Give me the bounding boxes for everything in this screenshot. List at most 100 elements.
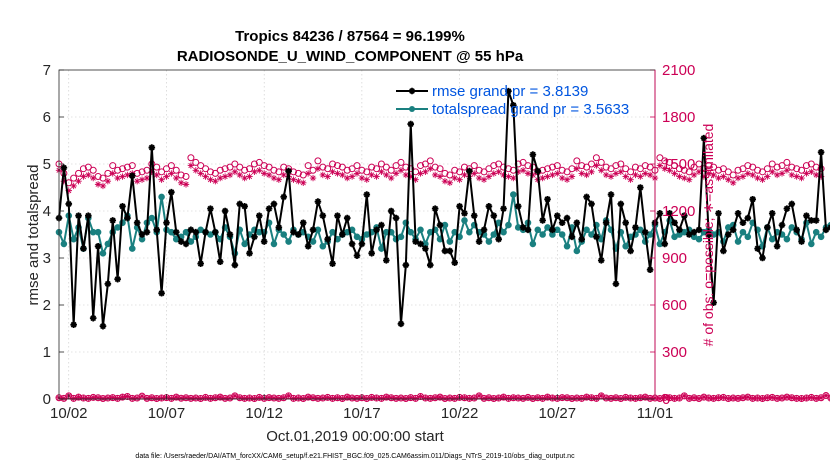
obs-possible-marker <box>343 166 351 174</box>
obs-assimilated-marker <box>783 167 791 174</box>
rmse-point <box>319 212 327 219</box>
obs-possible-marker <box>226 163 234 171</box>
spread-point <box>70 235 77 243</box>
obs-possible-marker <box>583 163 591 171</box>
obs-assimilated-marker <box>720 173 727 180</box>
obs-assimilated-low-marker <box>578 395 585 402</box>
obs-assimilated-low-marker <box>226 394 234 402</box>
obs-assimilated-marker <box>202 173 209 180</box>
rmse-point <box>539 217 546 224</box>
obs-assimilated-low-marker <box>168 395 175 402</box>
obs-assimilated-low-marker <box>153 395 160 402</box>
obs-possible-marker <box>690 163 698 171</box>
obs-assimilated-marker <box>124 171 131 179</box>
rmse-point <box>392 214 400 222</box>
obs-assimilated-low-marker <box>109 394 116 401</box>
obs-possible-marker <box>656 154 664 162</box>
rmse-point <box>368 250 375 257</box>
y-tick-label-left: 7 <box>43 62 51 79</box>
spread-point <box>319 242 327 250</box>
obs-assimilated-marker <box>422 168 429 176</box>
spread-point <box>329 228 336 236</box>
obs-possible-marker <box>768 160 776 168</box>
obs-assimilated-marker <box>642 170 649 177</box>
x-tick-label: 10/12 <box>245 405 283 422</box>
rmse-point <box>734 210 742 217</box>
obs-possible-marker <box>260 162 268 170</box>
obs-possible-marker <box>358 166 366 174</box>
obs-possible-marker <box>680 166 688 174</box>
obs-possible-marker <box>348 165 356 173</box>
chart-title-line1: Tropics 84236 / 87564 = 96.199% <box>235 28 465 45</box>
obs-assimilated-marker <box>588 168 595 176</box>
rmse-point <box>573 219 581 227</box>
obs-assimilated-marker <box>515 168 522 176</box>
obs-possible-marker <box>109 162 117 170</box>
obs-assimilated-low-marker <box>729 394 737 402</box>
obs-assimilated-low-marker <box>519 395 527 402</box>
obs-assimilated-marker <box>334 170 341 177</box>
spread-point <box>397 233 405 241</box>
spread-point <box>783 235 791 243</box>
obs-possible-marker <box>162 165 170 173</box>
obs-possible-marker <box>627 168 635 176</box>
rmse-point <box>348 240 356 248</box>
obs-assimilated-marker <box>798 174 805 182</box>
obs-assimilated-marker <box>563 176 571 183</box>
rmse-point <box>627 247 634 255</box>
obs-possible-marker <box>788 163 796 171</box>
obs-assimilated-marker <box>685 176 693 183</box>
obs-assimilated-low-marker <box>422 394 429 402</box>
y-tick-label-left: 5 <box>43 156 51 173</box>
rmse-point <box>197 260 204 267</box>
rmse-point <box>666 210 673 217</box>
rmse-point <box>153 226 161 234</box>
obs-assimilated-low-marker <box>85 395 92 402</box>
obs-assimilated-low-marker <box>661 394 668 401</box>
rmse-point <box>158 289 165 297</box>
rmse-spread-series <box>55 87 830 330</box>
spread-point <box>99 250 107 257</box>
obs-assimilated-low-marker <box>475 392 483 400</box>
obs-assimilated-low-marker <box>549 394 556 402</box>
obs-assimilated-marker <box>485 173 493 180</box>
obs-assimilated-marker <box>256 167 263 174</box>
obs-assimilated-marker <box>808 168 815 176</box>
rmse-point <box>544 195 551 203</box>
rmse-point <box>280 193 288 201</box>
rmse-point <box>500 205 507 212</box>
rmse-point <box>710 299 717 306</box>
spread-point <box>573 247 581 255</box>
spread-point <box>60 240 68 248</box>
spread-point <box>539 231 546 238</box>
rmse-point <box>485 203 493 210</box>
obs-possible-marker <box>363 168 371 176</box>
obs-possible-marker <box>192 158 200 166</box>
x-tick-label: 10/17 <box>343 405 381 422</box>
obs-assimilated-low-marker <box>544 393 551 401</box>
rmse-point <box>85 212 92 219</box>
rmse-point <box>207 205 214 212</box>
x-tick-label: 10/27 <box>539 405 577 422</box>
rmse-point <box>402 261 410 269</box>
obs-assimilated-marker <box>358 174 366 182</box>
rmse-point <box>456 203 463 210</box>
obs-assimilated-low-marker <box>607 395 615 402</box>
obs-assimilated-marker <box>583 171 590 179</box>
obs-assimilated-low-marker <box>451 395 458 402</box>
obs-assimilated-marker <box>554 170 561 177</box>
spread-point <box>446 238 454 245</box>
obs-possible-marker <box>206 168 214 176</box>
obs-assimilated-marker <box>407 173 414 180</box>
obs-possible-marker <box>231 160 239 168</box>
obs-assimilated-marker <box>168 170 175 177</box>
obs-assimilated-low-marker <box>344 393 351 401</box>
obs-assimilated-marker <box>558 174 566 182</box>
obs-possible-marker <box>182 173 190 181</box>
spread-point <box>466 228 473 236</box>
obs-assimilated-low-marker <box>632 395 639 402</box>
obs-possible-marker <box>519 158 527 166</box>
obs-possible-marker <box>666 158 674 166</box>
obs-assimilated-low-marker <box>715 394 722 401</box>
obs-assimilated-low-marker <box>431 394 439 401</box>
